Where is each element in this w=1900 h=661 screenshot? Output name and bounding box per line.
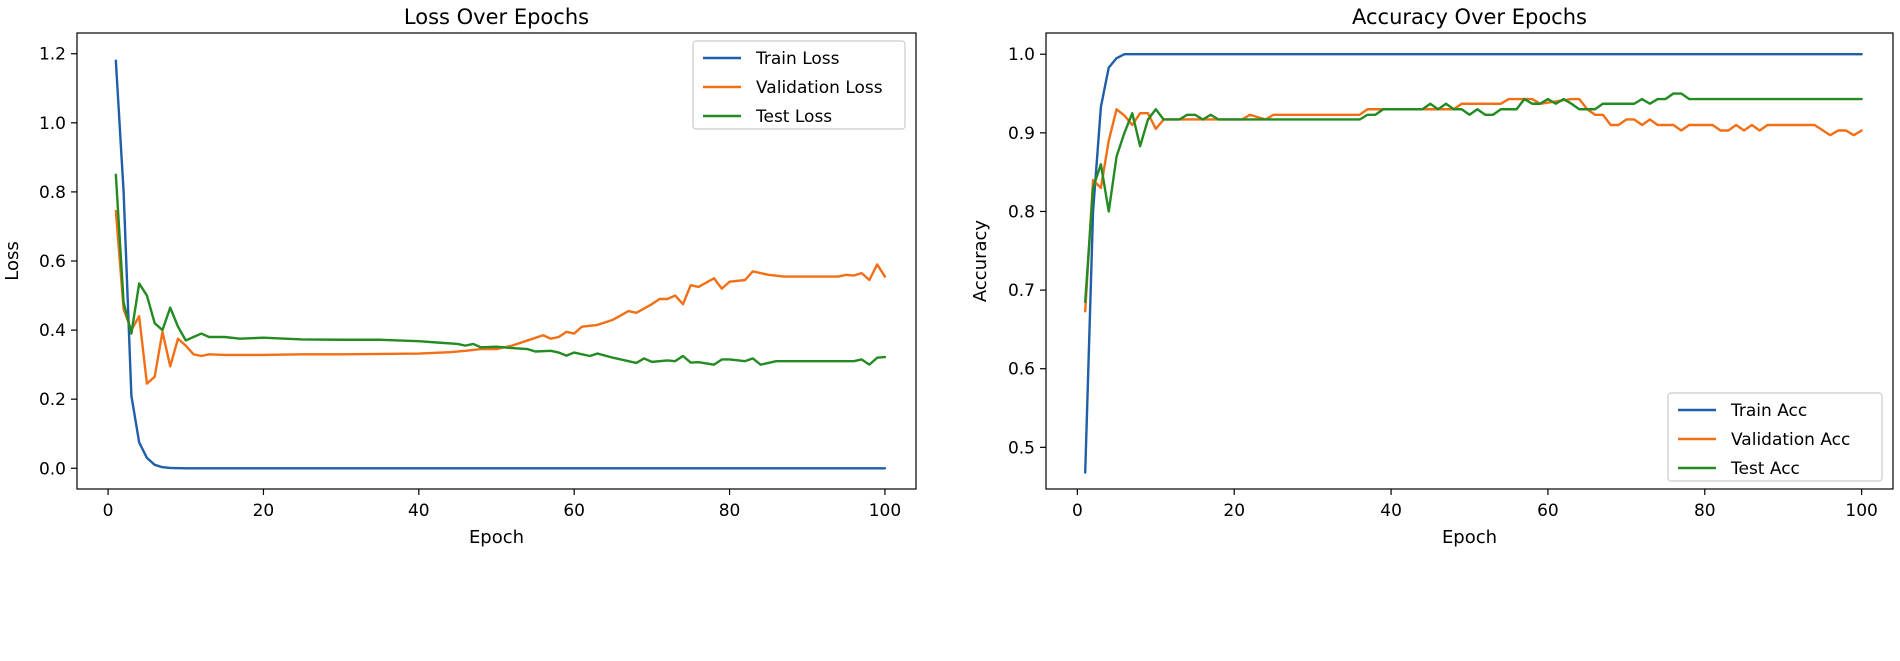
loss-legend-label-test-loss: Test Loss [755, 107, 832, 127]
acc-legend-label-validation-acc: Validation Acc [1731, 430, 1850, 450]
acc-y-tick-label: 0.7 [1008, 281, 1035, 301]
acc-y-tick-label: 0.8 [1008, 202, 1035, 222]
loss-y-tick-label: 0.8 [39, 183, 66, 203]
acc-series-test-acc-line [1084, 92, 1863, 304]
acc-y-tick-label: 0.6 [1008, 360, 1035, 380]
acc-y-axis-label: Accuracy [970, 220, 991, 303]
acc-x-tick-label: 80 [1694, 501, 1716, 521]
loss-x-tick-label: 80 [719, 501, 741, 521]
acc-series-group [1084, 53, 1863, 474]
loss-y-tick-label: 0.4 [39, 321, 66, 341]
loss-legend: Train Loss Validation Loss Test Loss [692, 40, 906, 130]
acc-legend-label-test-acc: Test Acc [1730, 459, 1800, 479]
loss-y-tick-label: 1.0 [39, 114, 66, 134]
loss-legend-label-train-loss: Train Loss [755, 49, 840, 69]
loss-y-tick-label: 0.6 [39, 252, 66, 272]
acc-x-tick-label: 100 [1845, 501, 1877, 521]
acc-series-train-acc-line [1084, 53, 1863, 474]
acc-y-tick-label: 0.9 [1008, 124, 1035, 144]
acc-y-tick-label: 0.5 [1008, 438, 1035, 458]
loss-chart-title: Loss Over Epochs [404, 5, 589, 29]
loss-y-axis-label: Loss [2, 241, 23, 280]
loss-y-tick-label: 1.2 [39, 45, 66, 65]
loss-x-axis-label: Epoch [469, 527, 524, 548]
loss-x-tick-label: 20 [253, 501, 275, 521]
loss-legend-label-validation-loss: Validation Loss [756, 78, 883, 98]
loss-x-tick-label: 60 [563, 501, 585, 521]
acc-chart-title: Accuracy Over Epochs [1352, 5, 1587, 29]
acc-legend-label-train-acc: Train Acc [1730, 401, 1807, 421]
loss-series-test-loss-line [114, 173, 887, 366]
acc-x-tick-label: 40 [1380, 501, 1402, 521]
loss-x-tick-label: 40 [408, 501, 430, 521]
loss-x-tick-label: 0 [103, 501, 114, 521]
acc-x-tick-label: 20 [1223, 501, 1245, 521]
acc-x-tick-label: 60 [1537, 501, 1559, 521]
acc-x-tick-label: 0 [1072, 501, 1083, 521]
loss-series-validation-loss-line [114, 209, 887, 385]
acc-y-tick-label: 1.0 [1008, 45, 1035, 65]
loss-y-tick-label: 0.2 [39, 390, 66, 410]
acc-chart: Accuracy Over Epochs 0 20 40 60 80 100 0.5 0.6 0.… [970, 5, 1894, 548]
acc-series-validation-acc-line [1084, 97, 1863, 313]
loss-x-tick-label: 100 [869, 501, 901, 521]
loss-series-group [114, 59, 887, 470]
acc-x-axis-label: Epoch [1442, 527, 1497, 548]
loss-chart: Loss Over Epochs 0 20 40 60 80 100 0.0 0.2 0.4 0.6… [2, 5, 917, 548]
loss-legend-box [692, 40, 906, 130]
loss-y-tick-label: 0.0 [39, 459, 66, 479]
acc-legend: Train Acc Validation Acc Test Acc [1667, 392, 1883, 482]
acc-axes-frame [1045, 32, 1894, 490]
acc-legend-box [1667, 392, 1883, 482]
loss-series-train-loss-line [114, 59, 887, 470]
